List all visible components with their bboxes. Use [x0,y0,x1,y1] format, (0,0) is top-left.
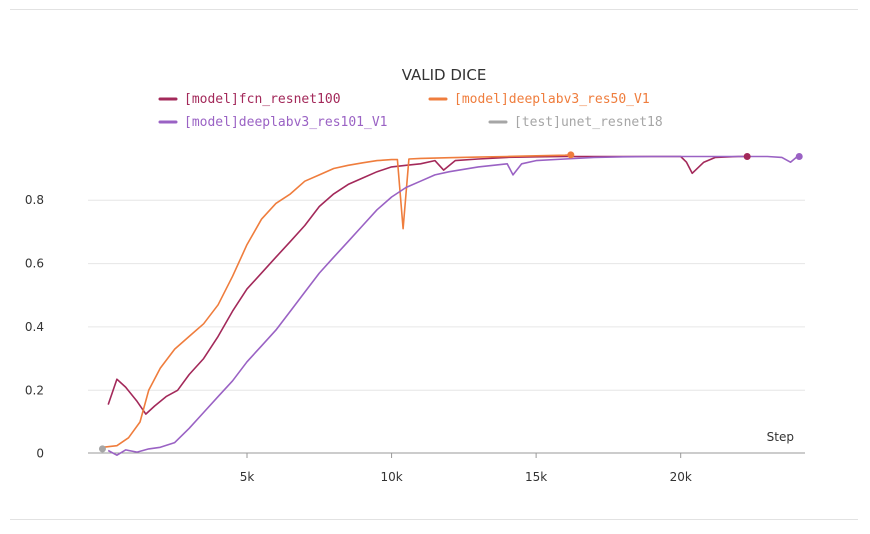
x-tick-label: 10k [380,470,402,484]
x-axis-ticks: 5k 10k 15k 20k [240,453,692,484]
y-axis-ticks: 0 0.2 0.4 0.6 0.8 [25,193,44,460]
grid [88,199,805,391]
y-tick-label: 0.6 [25,257,44,271]
series-lines [102,154,800,456]
series-line-2 [107,155,800,456]
y-tick-label: 0.2 [25,383,44,397]
y-tick-label: 0.4 [25,320,44,334]
series-line-1 [102,154,571,449]
x-tick-label: 20k [670,470,692,484]
legend-label: [model]deeplabv3_res101_V1 [184,115,388,130]
legend-item-1: [model]deeplabv3_res50_V1 [428,92,650,107]
y-tick-label: 0.8 [25,193,44,207]
series-end-markers [98,151,803,453]
series-end-marker-2 [795,152,803,160]
bottom-divider [10,519,858,520]
series-end-marker-0 [743,152,751,160]
legend-label: [model]fcn_resnet100 [184,92,341,107]
legend-item-0: [model]fcn_resnet100 [158,92,341,107]
x-tick-label: 5k [240,470,255,484]
series-end-marker-1 [567,151,575,159]
series-line-0 [107,155,748,415]
legend-label: [model]deeplabv3_res50_V1 [454,92,650,107]
legend-item-2: [model]deeplabv3_res101_V1 [158,115,388,130]
chart-title: VALID DICE [402,66,487,84]
legend-label: [test]unet_resnet18 [514,115,663,130]
x-axis-label: Step [767,430,794,444]
y-tick-label: 0 [36,447,44,461]
legend-item-3: [test]unet_resnet18 [488,115,663,130]
legend: [model]fcn_resnet100 [model]deeplabv3_res… [158,92,663,130]
series-end-marker-3 [98,445,106,453]
x-tick-label: 15k [525,470,547,484]
top-divider [10,9,858,10]
